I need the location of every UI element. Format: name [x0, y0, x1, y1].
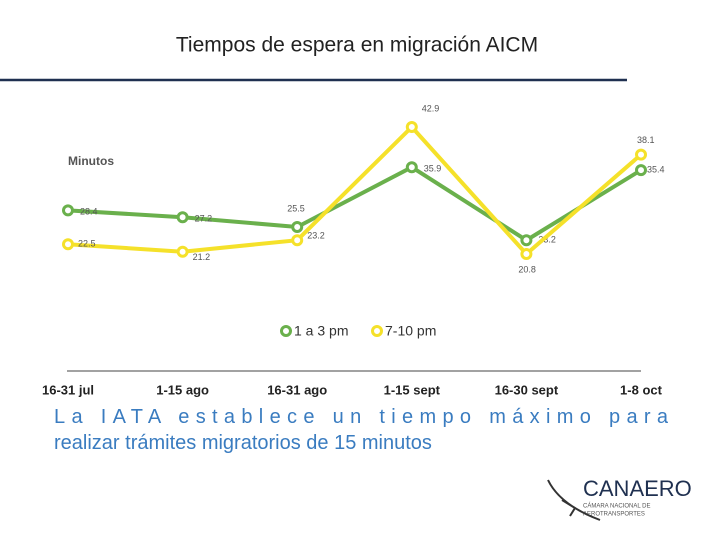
data-label: 23.2	[307, 231, 325, 241]
series-line	[67, 124, 643, 257]
data-label: 35.9	[424, 164, 442, 174]
point	[405, 161, 418, 174]
data-label: 35.4	[647, 164, 665, 174]
legend-label: 7-10 pm	[385, 323, 436, 339]
point	[62, 238, 74, 251]
point	[635, 164, 647, 177]
data-label: 22.5	[78, 239, 96, 249]
legend-marker	[280, 325, 292, 337]
point	[520, 234, 533, 247]
data-label: 27.2	[195, 214, 213, 224]
y-axis-label: Minutos	[68, 154, 114, 168]
data-label: 28.4	[80, 207, 98, 217]
x-tick-label: 16-31 jul	[42, 382, 94, 397]
data-label: 42.9	[422, 103, 440, 113]
x-tick-label: 1-15 sept	[384, 382, 441, 397]
point	[62, 204, 74, 217]
point	[291, 234, 304, 247]
data-label: 38.1	[637, 135, 655, 145]
point	[176, 245, 189, 258]
series-line	[67, 164, 643, 243]
x-tick-label: 1-8 oct	[620, 382, 663, 397]
data-label: 21.2	[193, 252, 211, 262]
legend-marker	[371, 325, 383, 337]
point	[635, 148, 647, 161]
data-label: 25.5	[287, 203, 305, 213]
logo-subtitle: CÁMARA NACIONAL DE	[583, 503, 650, 510]
point	[520, 248, 533, 260]
legend-label: 1 a 3 pm	[294, 323, 348, 339]
data-label: 23.2	[538, 235, 556, 245]
point	[176, 211, 189, 224]
x-tick-label: 16-31 ago	[267, 382, 327, 397]
logo-plane	[547, 479, 601, 521]
logo-name: CANAERO	[583, 476, 692, 501]
point	[291, 220, 304, 233]
chart-title: Tiempos de espera en migración AICM	[176, 34, 538, 57]
logo-subtitle: AEROTRANSPORTES	[583, 512, 645, 518]
x-tick-label: 1-15 ago	[156, 382, 209, 397]
x-tick-label: 16-30 sept	[495, 382, 559, 397]
data-label: 20.8	[518, 264, 536, 274]
point	[405, 121, 418, 133]
note: La IATA establece un tiempo máximo para r…	[54, 406, 669, 454]
